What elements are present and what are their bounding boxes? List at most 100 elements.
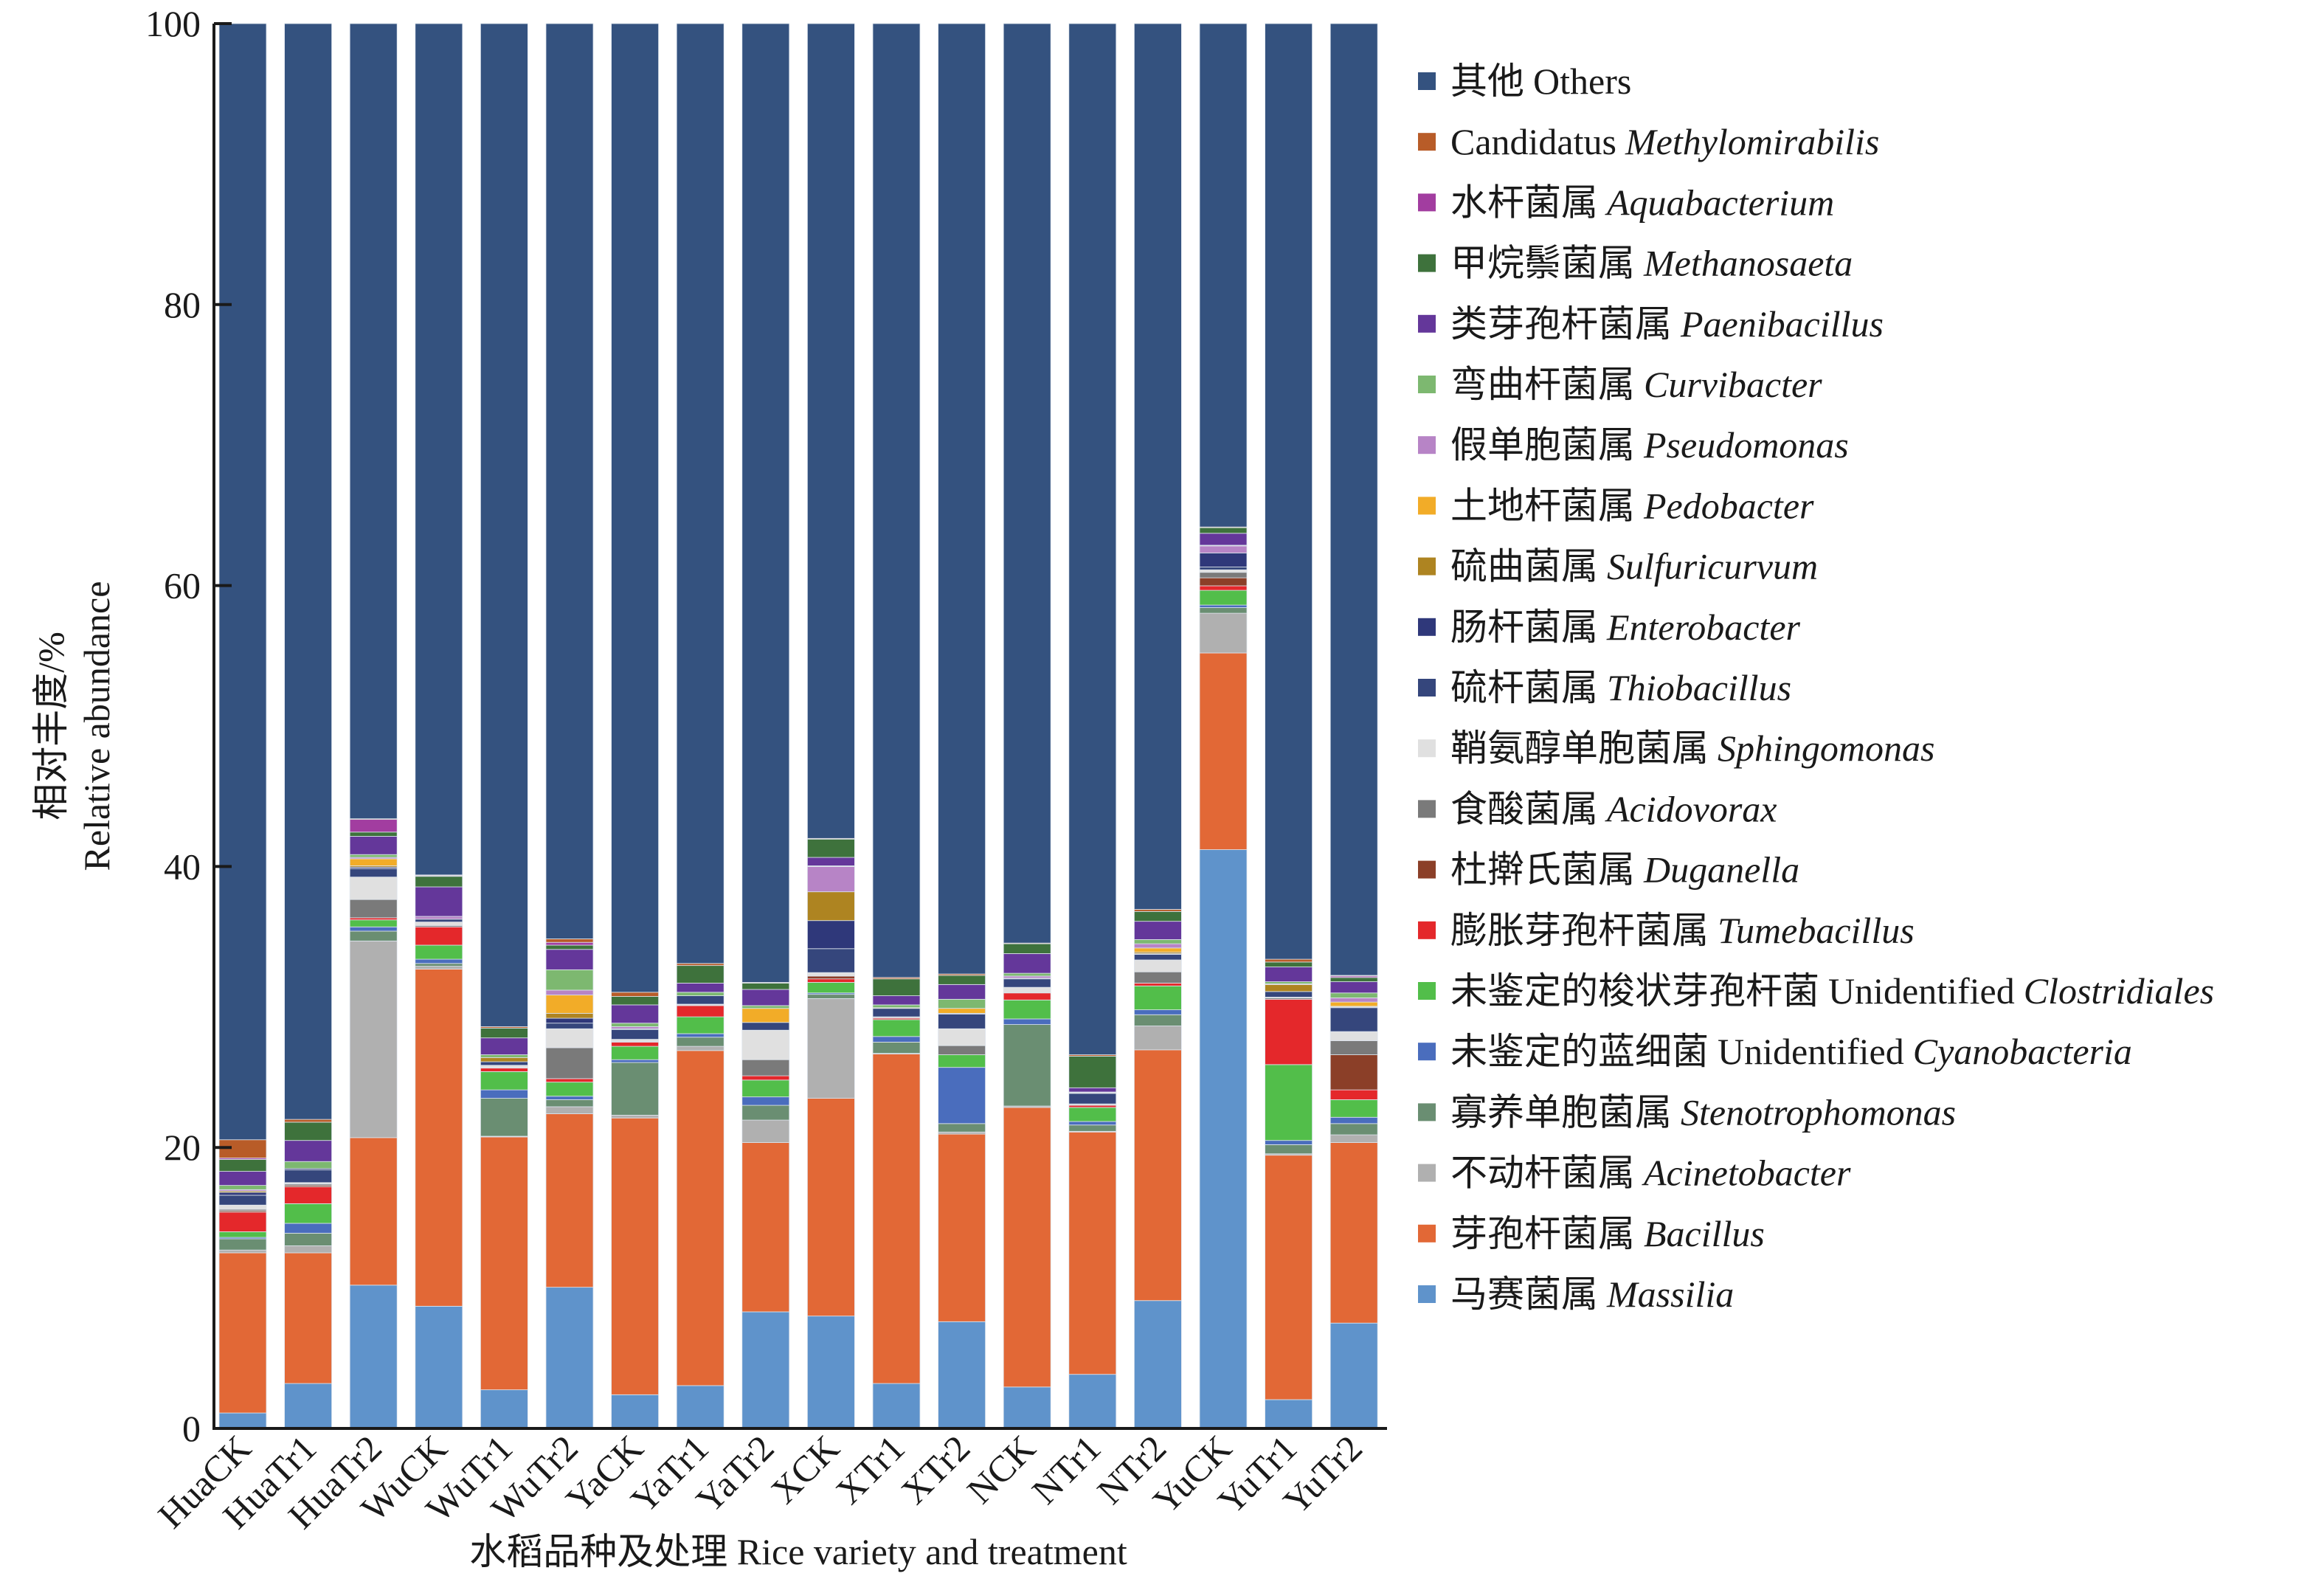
bar-XTr2	[938, 23, 986, 1429]
legend-label-cn: 未鉴定的梭状芽孢杆菌	[1450, 970, 1819, 1012]
bar-segment-others	[807, 23, 855, 839]
bar-segment-tumebacillus	[1329, 1089, 1378, 1100]
bar-segment-stenotrophomonas	[1003, 1024, 1051, 1107]
legend-item: 杜擀氏菌属 Duganella	[1418, 849, 1799, 891]
bar-segment-others	[1003, 23, 1051, 944]
bar-segment-bacillus	[415, 968, 463, 1307]
bar-segment-thiobacillus	[676, 995, 724, 1005]
legend-label: 硫曲菌属 Sulfuricurvum	[1450, 546, 1818, 587]
y-ticks: 0 20 40 60 80 100	[145, 3, 232, 1449]
legend-item: 不动杆菌属 Acinetobacter	[1418, 1152, 1851, 1194]
bar-segment-paenibacillus	[415, 886, 463, 917]
bar-segment-duganella	[1199, 577, 1248, 587]
legend-label: 土地杆菌属 Pedobacter	[1450, 485, 1814, 526]
legend-item: 食酸菌属 Acidovorax	[1418, 788, 1777, 829]
bar-segment-massilia	[938, 1321, 986, 1429]
legend-label-plain: Others	[1533, 61, 1631, 102]
legend-label-italic: Tumebacillus	[1718, 910, 1915, 951]
legend-label-italic: Aquabacterium	[1605, 182, 1834, 223]
bar-segment-bacillus	[1068, 1131, 1117, 1375]
bar-segment-acidovorax	[349, 899, 398, 919]
bar-segment-paenibacillus	[218, 1171, 267, 1186]
bar-WuCK	[415, 23, 463, 1429]
bar-segment-methanosaeta	[284, 1121, 333, 1141]
bar-segment-thiobacillus	[415, 919, 463, 923]
bar-segment-tumebacillus	[1068, 1105, 1117, 1108]
bar-segment-methanosaeta	[1265, 961, 1313, 967]
bar-segment-paenibacillus	[611, 1004, 659, 1024]
bar-segment-tumebacillus	[480, 1068, 528, 1072]
bar-segment-acinetobacter	[741, 1119, 790, 1143]
legend-label-italic: Bacillus	[1644, 1213, 1765, 1254]
bar-segment-curvibacter	[1134, 939, 1182, 944]
legend-label-italic: Pseudomonas	[1643, 424, 1849, 466]
legend-item: 硫杆菌属 Thiobacillus	[1418, 667, 1791, 708]
bar-segment-massilia	[1068, 1374, 1117, 1429]
bar-segment-cyanobacteria	[1003, 1018, 1051, 1026]
axes-layer	[212, 24, 1387, 1430]
bar-segment-paenibacillus	[480, 1037, 528, 1055]
bar-segment-paenibacillus	[1265, 967, 1313, 982]
bar-WuTr1	[480, 23, 528, 1429]
legend-label: 鞘氨醇单胞菌属 Sphingomonas	[1450, 727, 1934, 769]
bar-segment-methanosaeta	[1199, 527, 1248, 534]
bar-segment-stenotrophomonas	[1134, 1014, 1182, 1026]
legend-label-italic: Thiobacillus	[1607, 667, 1791, 708]
bar-segment-pedobacter	[1134, 947, 1182, 953]
bar-segment-duganella	[1329, 1054, 1378, 1091]
bar-segment-bacillus	[218, 1252, 267, 1414]
bar-segment-acidovorax	[1134, 971, 1182, 984]
bar-segment-clostridiales	[741, 1079, 790, 1098]
bar-segment-sphingomonas	[218, 1204, 267, 1210]
bar-segment-methylomirabilis	[1134, 909, 1182, 912]
bar-YuCK	[1199, 23, 1248, 1429]
legend-label-cn: 未鉴定的蓝细菌	[1450, 1031, 1709, 1072]
bar-segment-massilia	[1003, 1386, 1051, 1429]
legend-label: 类芽孢杆菌属 Paenibacillus	[1450, 303, 1884, 345]
bar-segment-aquabacterium	[349, 819, 398, 833]
legend-label: 肠杆菌属 Enterobacter	[1450, 606, 1801, 648]
bar-segment-methanosaeta	[741, 983, 790, 990]
legend-label-cn: 膨胀芽孢杆菌属	[1450, 910, 1709, 951]
legend-label: 假单胞菌属 Pseudomonas	[1450, 424, 1849, 466]
bar-segment-clostridiales	[676, 1016, 724, 1034]
bar-segment-sphingomonas	[1329, 1031, 1378, 1041]
legend-label: 水杆菌属 Aquabacterium	[1450, 182, 1834, 223]
legend-label-cn: 鞘氨醇单胞菌属	[1450, 727, 1709, 769]
bar-segment-massilia	[1199, 849, 1248, 1429]
legend-label-cn: 硫曲菌属	[1450, 546, 1598, 587]
bar-segment-enterobacter	[1199, 553, 1248, 567]
bar-segment-paenibacillus	[807, 857, 855, 866]
bar-segment-massilia	[349, 1285, 398, 1429]
bar-segment-clostridiales	[545, 1082, 594, 1097]
legend-label-italic: Methanosaeta	[1643, 243, 1853, 284]
bar-segment-paenibacillus	[872, 995, 921, 1006]
bar-WuTr2	[545, 23, 594, 1429]
legend-swatch	[1418, 860, 1436, 879]
legend-swatch	[1418, 314, 1436, 333]
bar-segment-bacillus	[676, 1050, 724, 1386]
bar-segment-pedobacter	[545, 995, 594, 1014]
bar-segment-sphingomonas	[807, 972, 855, 977]
bar-segment-methylomirabilis	[1265, 958, 1313, 963]
bar-segment-tumebacillus	[218, 1212, 267, 1232]
bar-segment-clostridiales	[1199, 590, 1248, 606]
bar-segment-methylomirabilis	[545, 939, 594, 943]
legend-swatch	[1418, 1103, 1436, 1121]
bar-segment-cyanobacteria	[938, 1067, 986, 1124]
legend-item: 弯曲杆菌属 Curvibacter	[1418, 364, 1822, 405]
bar-segment-stenotrophomonas	[938, 1123, 986, 1133]
bar-segment-clostridiales	[415, 944, 463, 960]
legend-label-italic: Acinetobacter	[1642, 1152, 1851, 1194]
bar-segment-stenotrophomonas	[284, 1232, 333, 1246]
bar-segment-thiobacillus	[741, 1022, 790, 1031]
legend-item: 甲烷鬃菌属 Methanosaeta	[1418, 243, 1853, 284]
legend-item: 马赛菌属 Massilia	[1418, 1273, 1734, 1315]
bar-segment-pedobacter	[938, 1008, 986, 1014]
legend-swatch	[1418, 436, 1436, 455]
bar-segment-others	[545, 23, 594, 939]
bar-segment-clostridiales	[349, 919, 398, 927]
bar-segment-clostridiales	[218, 1231, 267, 1238]
bar-segment-paenibacillus	[938, 984, 986, 1000]
